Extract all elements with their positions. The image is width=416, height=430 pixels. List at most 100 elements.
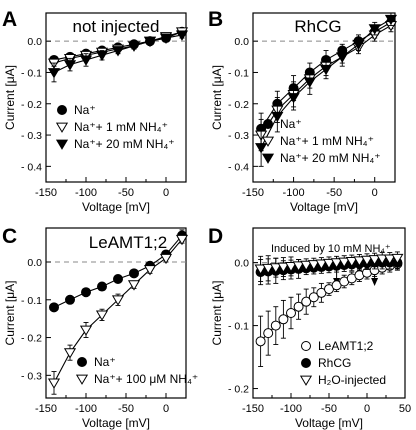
data-point (127, 41, 141, 52)
x-axis-label: Voltage [mV] (290, 200, 358, 214)
legend-marker (299, 375, 313, 386)
x-tick-label: -150 (242, 187, 264, 199)
legend-marker (261, 136, 275, 147)
x-tick-label: -50 (321, 403, 337, 415)
data-point (113, 274, 123, 284)
plot-frame (252, 12, 396, 183)
data-point (301, 296, 312, 307)
data-point (63, 348, 77, 359)
data-point (79, 55, 93, 66)
panel-letter: B (208, 8, 223, 31)
data-point (255, 143, 268, 154)
data-point (255, 336, 266, 347)
y-tick-label: 0.0 (234, 258, 249, 270)
y-tick-label: - 0.3 (21, 130, 42, 142)
data-point (97, 281, 107, 292)
x-tick-label: -50 (326, 187, 342, 199)
y-tick-label: - 0.2 (228, 99, 249, 111)
legend-label: Na⁺ (280, 117, 302, 131)
y-tick-label: - 0.3 (21, 370, 42, 382)
legend-label: Na⁺+ 20 mM NH₄⁺ (74, 137, 175, 151)
data-point (319, 64, 333, 76)
data-point (286, 308, 296, 318)
legend-label: H₂O-injected (318, 373, 386, 387)
panel-title: not injected (73, 17, 160, 36)
series-1 (47, 234, 189, 395)
y-tick-label: - 0.2 (21, 333, 42, 345)
data-point (300, 260, 313, 272)
data-point (271, 111, 284, 123)
data-point (308, 292, 319, 303)
data-point (47, 378, 61, 389)
x-tick-label: -50 (118, 403, 134, 415)
data-point (277, 262, 290, 273)
plot-frame (45, 12, 187, 183)
legend-label: Na⁺ (74, 103, 96, 117)
panel-title: LeAMT1;2 (89, 233, 167, 252)
series-line (260, 263, 398, 342)
legend-label: Na⁺ (94, 355, 116, 369)
data-point (303, 77, 316, 88)
x-tick-label: 0 (364, 403, 370, 415)
y-axis-label: Current [μA] (3, 65, 17, 130)
data-point (95, 50, 109, 62)
data-point (383, 254, 396, 265)
data-point (368, 24, 381, 35)
series-2 (255, 12, 398, 167)
annotation-arrow-head (371, 278, 379, 286)
data-point (111, 46, 125, 57)
x-tick-label: -50 (118, 187, 134, 199)
data-point (143, 265, 157, 276)
data-point (65, 294, 75, 305)
plot-frame (45, 227, 187, 399)
data-point (127, 280, 141, 291)
legend-marker (301, 358, 311, 368)
panel-title: RhCG (294, 17, 341, 36)
x-tick-label: -100 (75, 403, 97, 415)
data-point (384, 14, 398, 26)
data-point (376, 254, 389, 265)
data-point (307, 260, 320, 271)
y-tick-label: - 0.1 (21, 67, 42, 79)
x-tick-label: 0 (163, 187, 169, 199)
y-tick-label: - 0.1 (228, 67, 249, 79)
legend-label: RhCG (318, 356, 351, 370)
y-axis-label: Current [μA] (210, 65, 224, 130)
panel-letter: D (208, 225, 223, 248)
data-point (63, 60, 77, 71)
legend-marker (57, 105, 67, 115)
data-point (322, 258, 336, 270)
x-tick-label: -100 (75, 187, 97, 199)
y-tick-label: 0.0 (27, 36, 42, 48)
series-line (53, 238, 183, 384)
y-axis-label: Current [μA] (3, 281, 17, 346)
data-point (263, 328, 274, 339)
legend-label: Na⁺+ 1 mM NH₄⁺ (74, 120, 168, 134)
x-tick-label: -100 (280, 403, 302, 415)
x-tick-label: 0 (372, 187, 378, 199)
data-point (360, 255, 374, 267)
x-tick-label: -150 (35, 187, 57, 199)
panel-b: -150 -100 -50 0 0.0 - 0.1 - 0.2 - 0.3 - 0.4 Volta… (208, 8, 398, 214)
legend-marker (75, 374, 89, 385)
data-point (269, 263, 282, 274)
data-point (338, 257, 351, 268)
legend-label: Na⁺+ 100 μM NH₄⁺ (94, 372, 198, 386)
x-axis-label: Voltage [mV] (82, 416, 150, 430)
data-point (292, 261, 305, 272)
x-axis-label: Voltage [mV] (82, 200, 150, 214)
series-2 (47, 30, 189, 83)
data-point (352, 39, 365, 51)
data-point (143, 36, 157, 48)
data-point (284, 262, 298, 273)
y-tick-label: - 0.1 (21, 295, 42, 307)
x-axis-label: Voltage [mV] (295, 416, 363, 430)
annotation-text: Induced by 10 mM NH₄⁺ (271, 243, 391, 255)
x-tick-label: 50 (399, 403, 411, 415)
data-point (175, 30, 189, 41)
data-point (47, 68, 61, 79)
x-tick-label: -150 (242, 403, 264, 415)
legend-marker (55, 122, 69, 133)
data-point (391, 253, 404, 265)
